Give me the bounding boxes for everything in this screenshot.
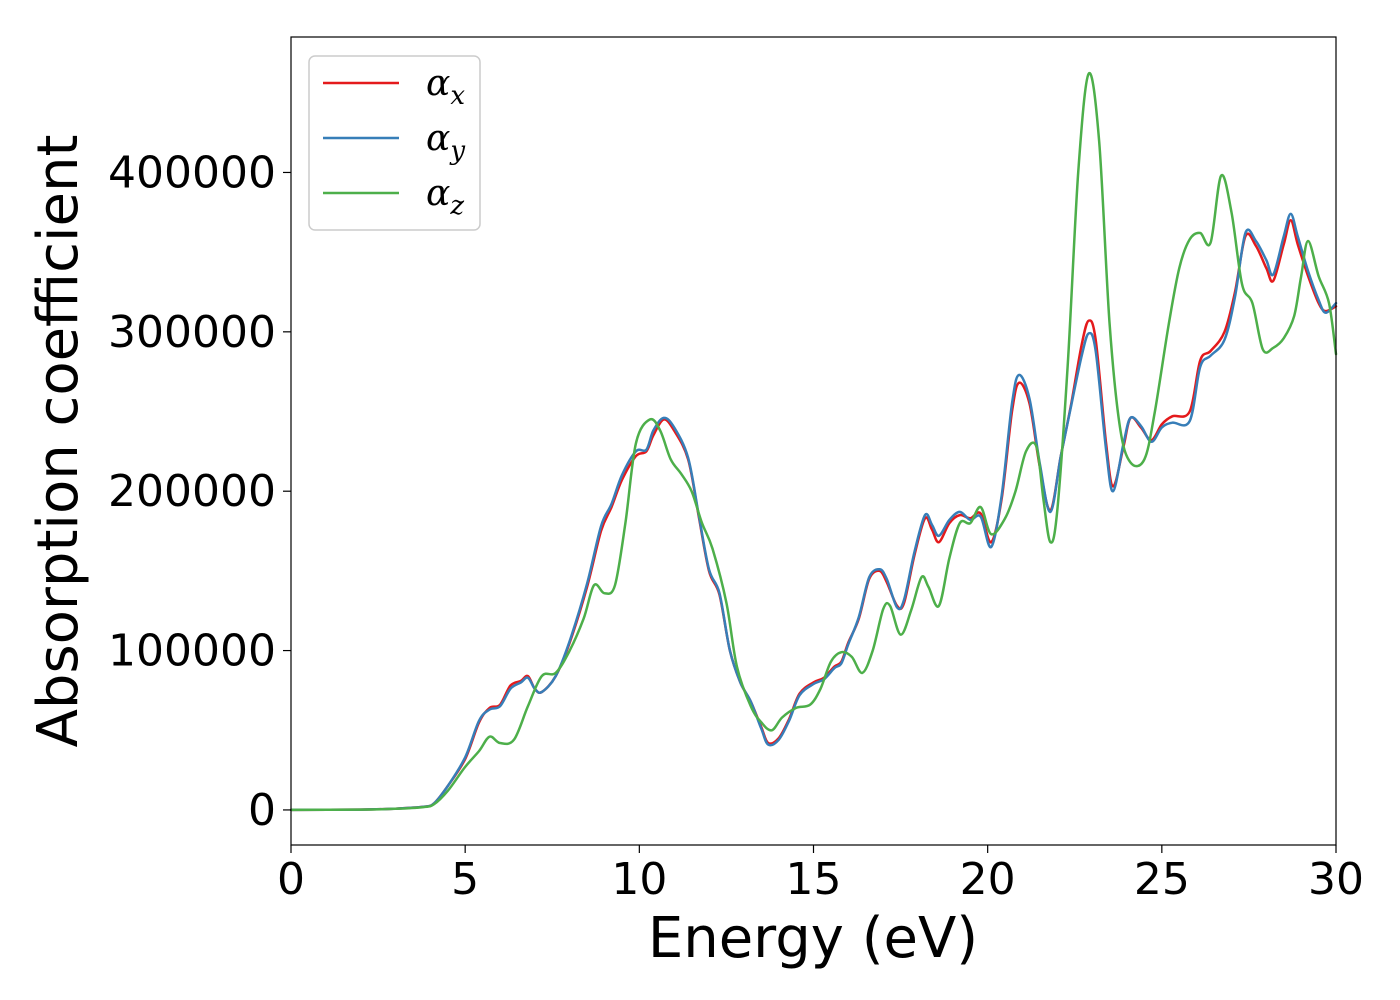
x-axis-label: Energy (eV) [648, 906, 978, 971]
x-tick-label: 30 [1308, 854, 1364, 905]
legend-label-alpha-y: αy [426, 118, 465, 166]
x-tick-label: 10 [611, 854, 667, 905]
x-axis-ticks: 0 5 10 15 20 25 30 [277, 845, 1364, 905]
x-tick-label: 5 [451, 854, 479, 905]
x-tick-label: 25 [1134, 854, 1190, 905]
series-layer [289, 71, 1338, 812]
y-tick-label: 400000 [108, 147, 276, 198]
legend-label-alpha-z: αz [426, 173, 464, 221]
y-tick-label: 0 [248, 785, 276, 836]
legend: αx αy αz [308, 55, 481, 231]
legend-label-alpha-x: αx [426, 63, 465, 111]
x-tick-label: 15 [786, 854, 842, 905]
series-line-alpha-z [289, 71, 1338, 812]
y-tick-label: 300000 [108, 307, 276, 358]
y-tick-label: 100000 [108, 626, 276, 677]
legend-items: αx αy αz [323, 63, 465, 221]
y-tick-label: 200000 [108, 466, 276, 517]
legend-box [308, 55, 481, 231]
y-axis-label: Absorption coefficient [26, 135, 91, 748]
y-axis-ticks: 0 100000 200000 300000 400000 [108, 147, 291, 836]
x-tick-label: 20 [960, 854, 1016, 905]
x-tick-label: 0 [277, 854, 305, 905]
